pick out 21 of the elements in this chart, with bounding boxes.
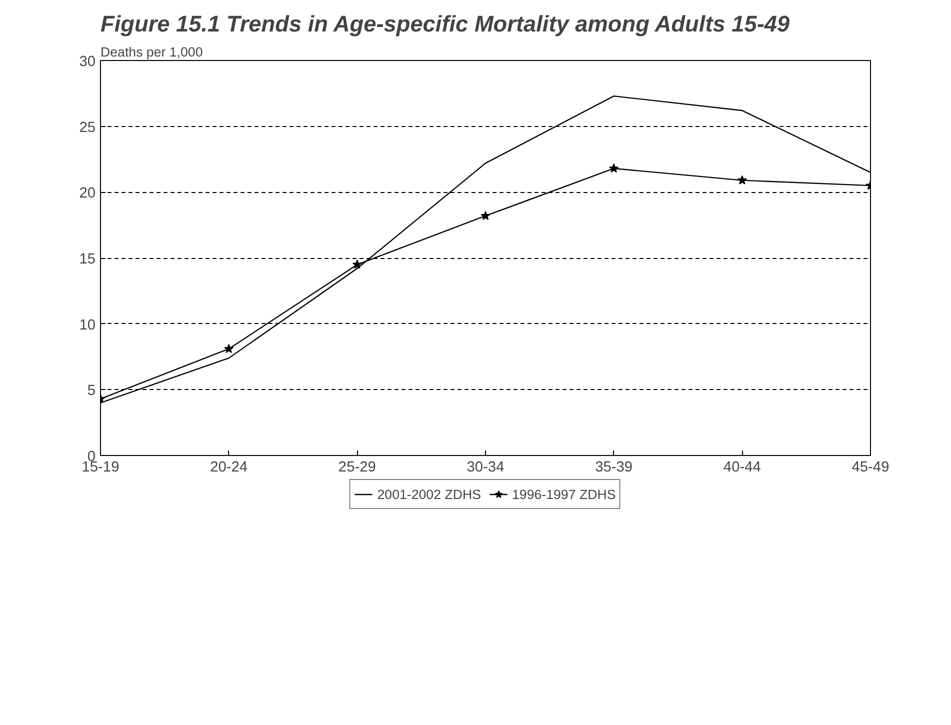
point (480, 210, 490, 220)
y-tick-label: 15 (79, 252, 96, 268)
y-tick-label: 25 (79, 120, 96, 136)
legend-label: 2001-2002 ZDHS (377, 486, 481, 502)
y-tick-label: 20 (79, 186, 96, 202)
x-tick-label: 20-24 (210, 460, 248, 476)
legend-label: 1996-1997 ZDHS (512, 486, 616, 502)
y-axis-title: Deaths per 1,000 (100, 44, 203, 60)
x-tick-label: 25-29 (338, 460, 376, 476)
x-tick-label: 35-39 (595, 460, 633, 476)
y-tick-label: 30 (79, 54, 96, 70)
point (609, 163, 619, 173)
x-tick-label: 30-34 (466, 460, 504, 476)
chart-title: Figure 15.1 Trends in Age-specific Mortality among Adults 15-49 (100, 10, 790, 36)
point (737, 175, 747, 184)
x-tick-label: 40-44 (723, 460, 761, 476)
point (224, 344, 234, 353)
point (352, 260, 362, 269)
y-tick-label: 5 (87, 383, 96, 400)
y-tick-label: 10 (79, 317, 96, 334)
x-tick-label: 45-49 (852, 460, 890, 476)
